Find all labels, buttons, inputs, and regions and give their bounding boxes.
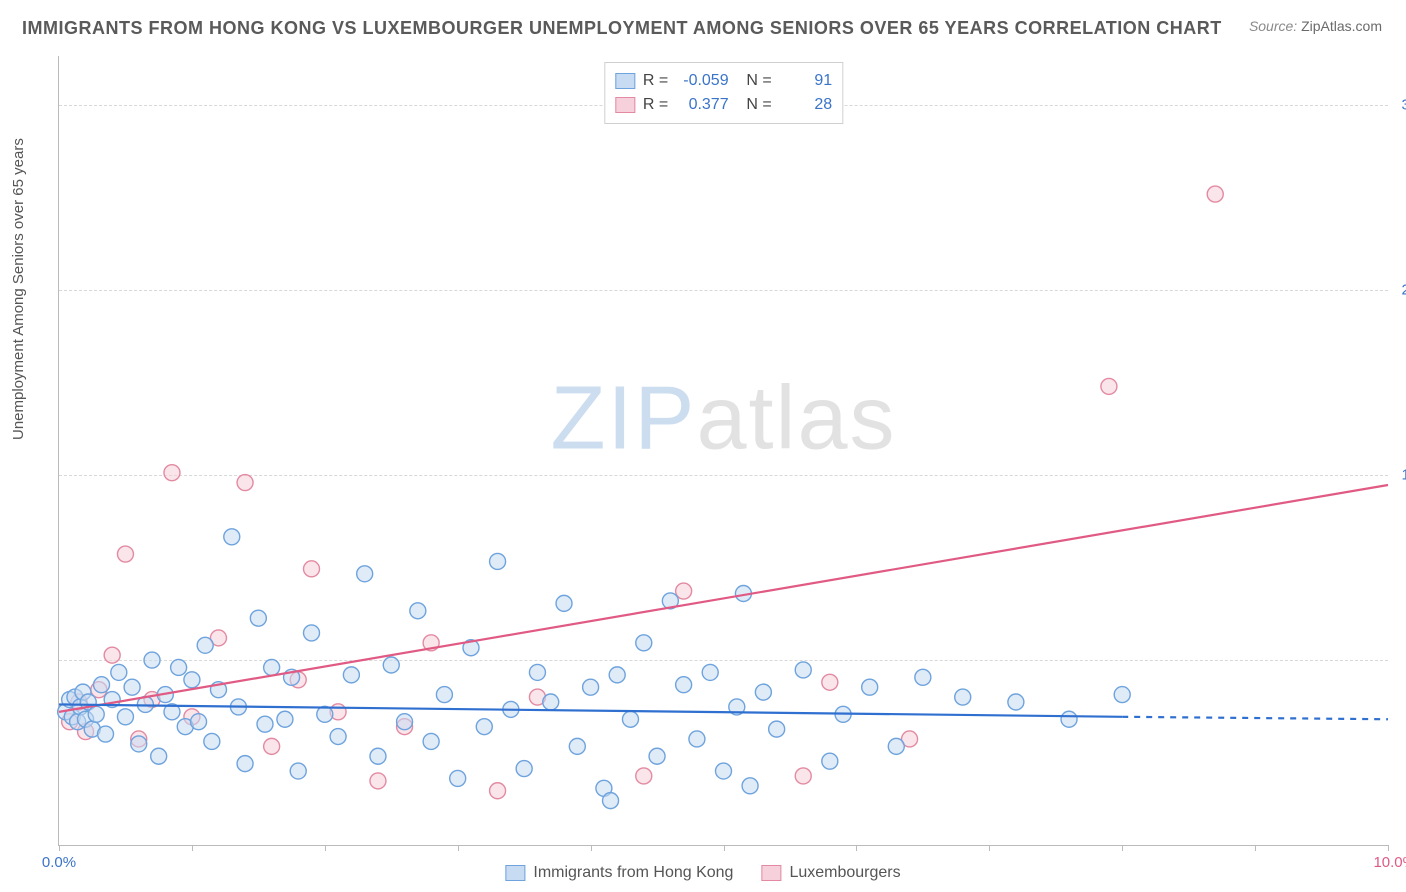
n-value-2: 28: [776, 93, 832, 117]
stats-row-2: R = 0.377 N = 28: [615, 93, 832, 117]
source-label: Source:: [1249, 18, 1297, 34]
r-value-1: -0.059: [673, 69, 729, 93]
y-axis-label: Unemployment Among Seniors over 65 years: [10, 138, 27, 440]
swatch-series1-bottom: [505, 865, 525, 881]
y-tick-label: 30.0%: [1401, 97, 1406, 114]
plot-area: ZIPatlas R = -0.059 N = 91 R = 0.377 N =…: [58, 56, 1388, 846]
legend-item-2: Luxembourgers: [761, 864, 900, 882]
r-value-2: 0.377: [673, 93, 729, 117]
stats-row-1: R = -0.059 N = 91: [615, 69, 832, 93]
legend-bottom: Immigrants from Hong Kong Luxembourgers: [505, 864, 900, 882]
y-tick-label: 15.0%: [1401, 467, 1406, 484]
y-tick-label: 22.5%: [1401, 282, 1406, 299]
stats-legend: R = -0.059 N = 91 R = 0.377 N = 28: [604, 62, 843, 124]
legend-label-2: Luxembourgers: [789, 864, 900, 882]
x-tick-label-right: 10.0%: [1373, 854, 1406, 871]
swatch-series2-bottom: [761, 865, 781, 881]
legend-label-1: Immigrants from Hong Kong: [533, 864, 733, 882]
source-value: ZipAtlas.com: [1301, 18, 1382, 34]
legend-item-1: Immigrants from Hong Kong: [505, 864, 733, 882]
chart-title: IMMIGRANTS FROM HONG KONG VS LUXEMBOURGE…: [22, 18, 1222, 39]
source-attribution: Source: ZipAtlas.com: [1249, 18, 1382, 34]
r-label-1: R = -0.059 N = 91: [643, 69, 832, 93]
x-tick-label-left: 0.0%: [42, 854, 76, 871]
swatch-series2: [615, 97, 635, 113]
r-label-2: R = 0.377 N = 28: [643, 93, 832, 117]
n-value-1: 91: [776, 69, 832, 93]
scatter-plot-svg: [59, 56, 1388, 845]
swatch-series1: [615, 73, 635, 89]
